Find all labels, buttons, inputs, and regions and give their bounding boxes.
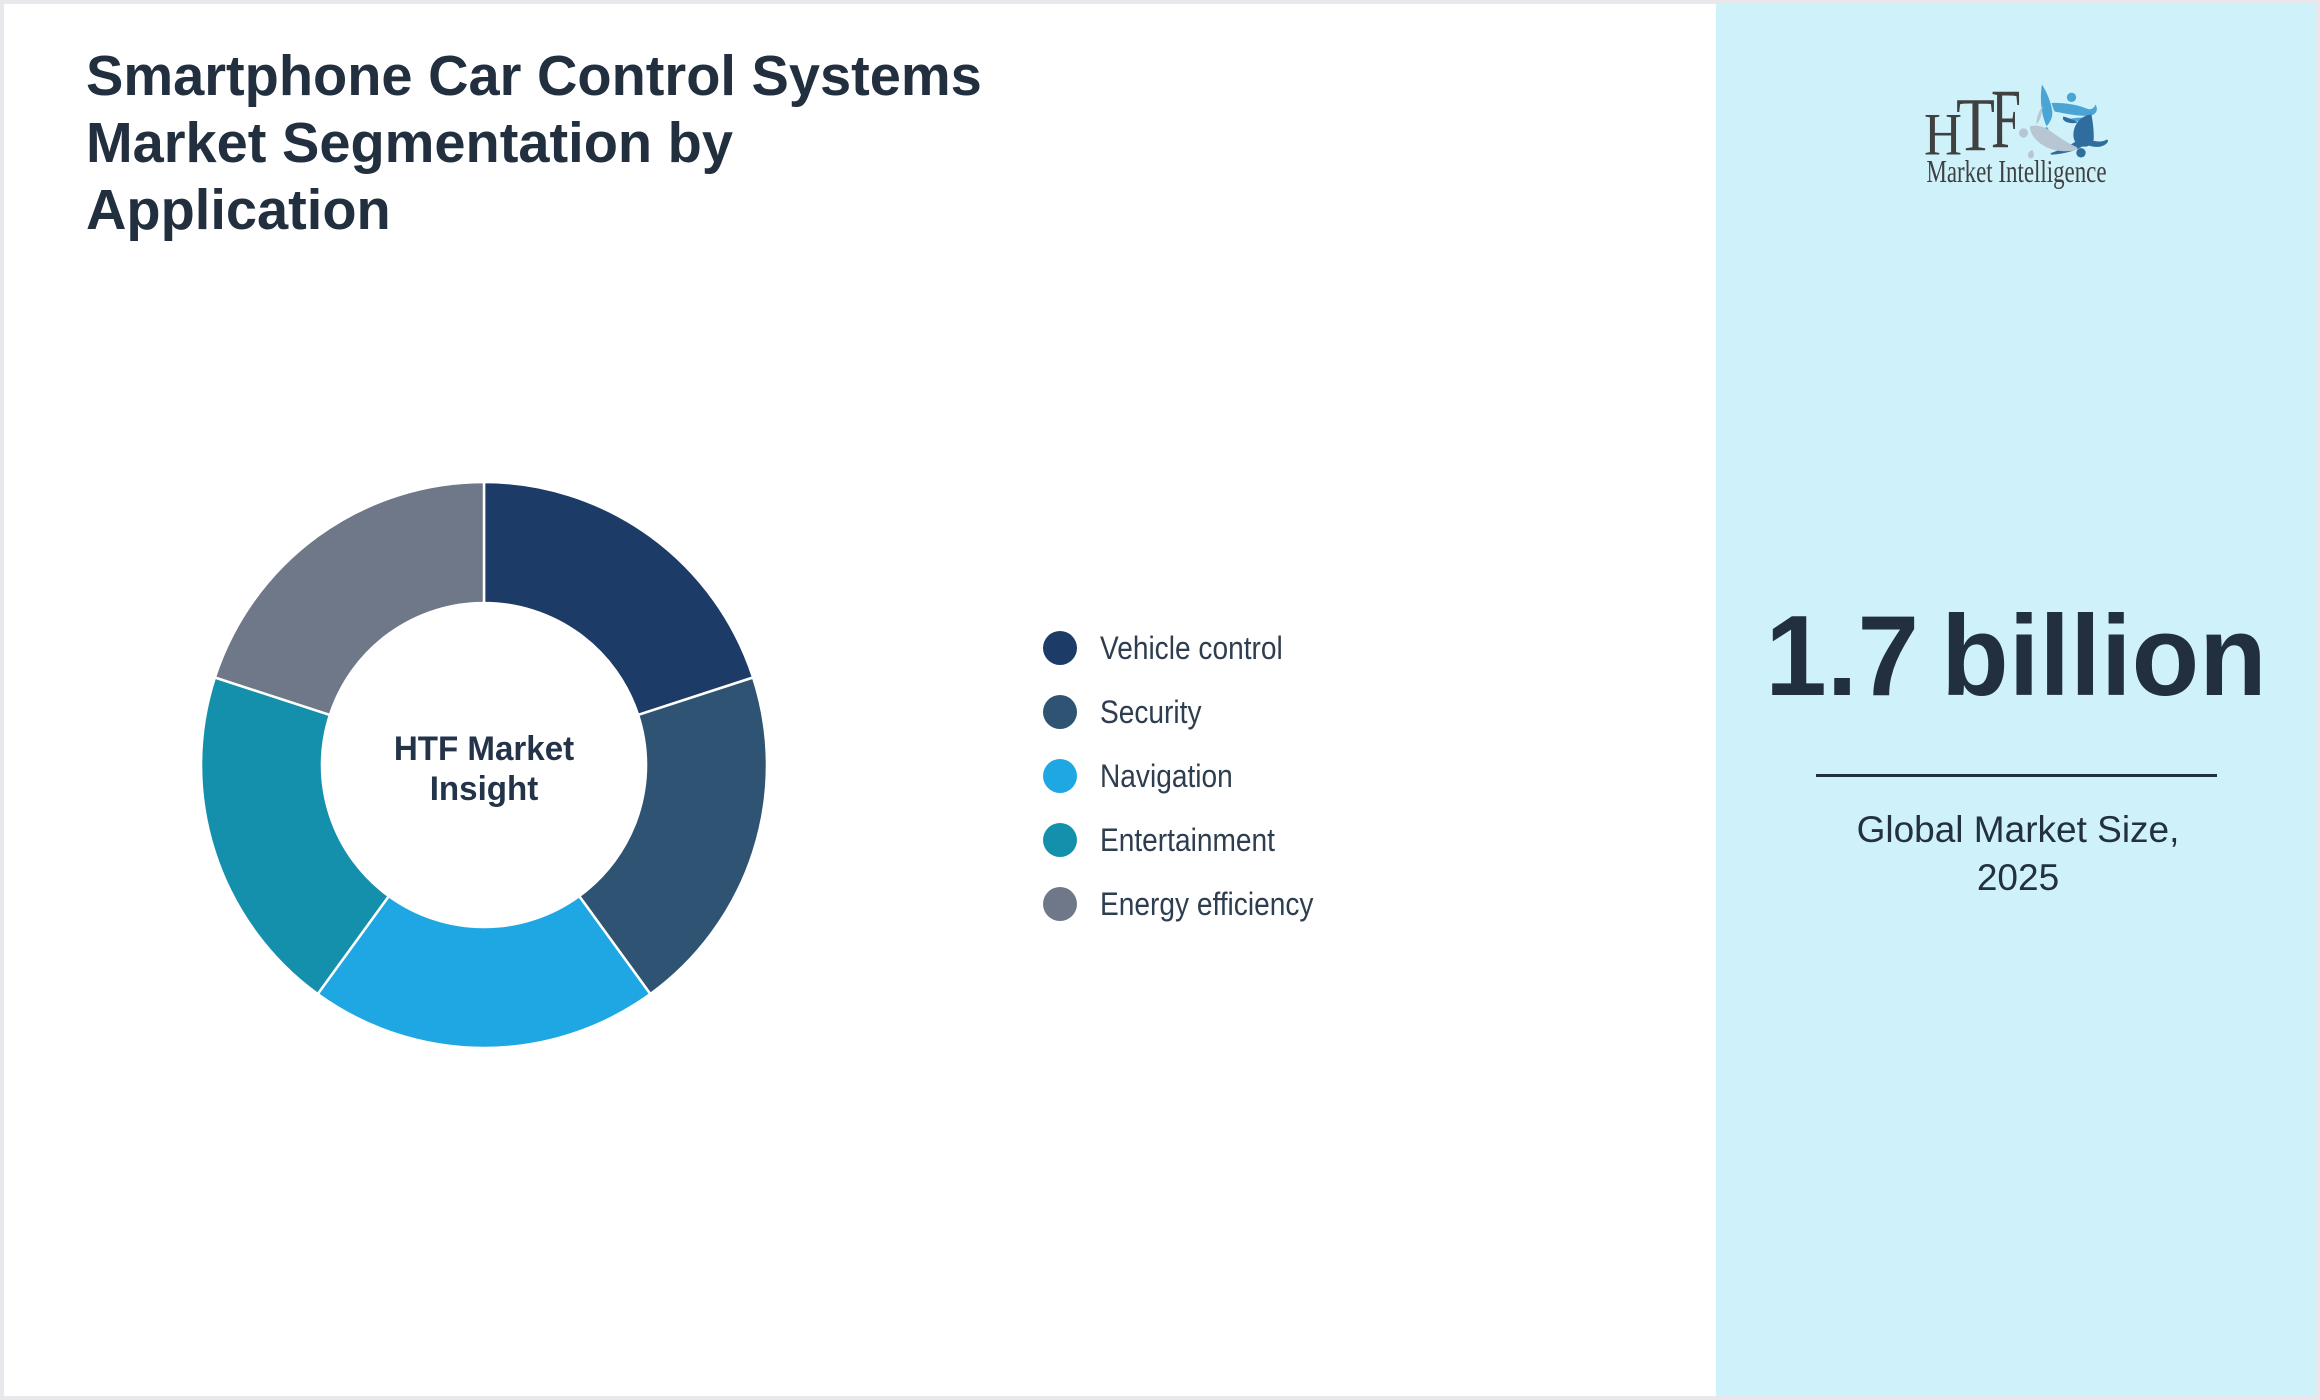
- svg-text:Market Intelligence: Market Intelligence: [1927, 153, 2107, 189]
- svg-text:F: F: [1991, 72, 2021, 166]
- svg-text:T: T: [1956, 84, 1995, 168]
- svg-text:H: H: [1924, 102, 1962, 168]
